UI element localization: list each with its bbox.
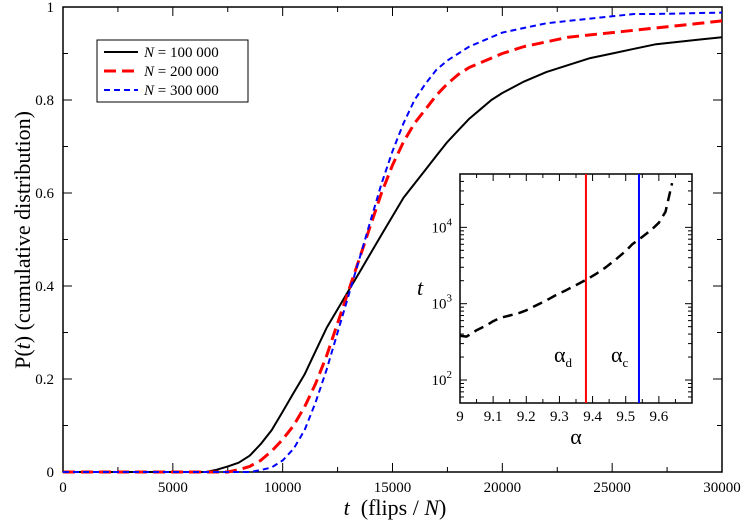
inset-series-group	[459, 182, 674, 338]
main-x-tick-label: 0	[59, 480, 67, 496]
inset-y-tick-label: 102	[432, 369, 453, 389]
main-x-axis-title: t (flips / N)	[344, 495, 447, 520]
inset-x-tick-label: 9	[456, 409, 464, 425]
main-y-tick-label: 0.8	[35, 93, 54, 109]
main-series-line-0	[63, 36, 723, 473]
inset-x-tick-label: 9.5	[616, 409, 635, 425]
inset-alpha-c-label: αc	[611, 342, 629, 370]
legend-label-n100000: N = 100 000	[143, 45, 219, 61]
inset-plot-frame	[459, 173, 693, 404]
main-y-tick-label: 0.6	[35, 186, 54, 202]
main-y-tick-label: 0	[47, 465, 55, 481]
inset-x-tick-label: 9.2	[517, 409, 536, 425]
main-x-tick-label: 30000	[703, 480, 741, 496]
inset-x-axis-title: α	[570, 424, 582, 449]
main-x-tick-label: 5000	[158, 480, 188, 496]
main-series-line-1	[63, 19, 723, 474]
inset-series-line-0	[459, 182, 674, 338]
inset-x-tick-label: 9.6	[649, 409, 668, 425]
main-x-tick-label: 10000	[264, 480, 302, 496]
main-x-tick-label: 15000	[374, 480, 412, 496]
inset-x-tick-label: 9.3	[550, 409, 569, 425]
main-y-axis-title: P(t) (cumulative distribution)	[10, 111, 35, 369]
main-y-tick-label: 0.2	[35, 372, 54, 388]
main-series-line-2	[63, 11, 723, 473]
main-x-tick-label: 25000	[593, 480, 631, 496]
inset-axis-ticks: 9 9.1 9.2 9.3 9.4 9.5 9.6 102 103 104	[432, 174, 692, 425]
inset-y-tick-label: 104	[432, 216, 453, 236]
main-series-group	[63, 11, 723, 474]
main-y-tick-label: 1	[47, 0, 55, 16]
legend-label-n200000: N = 200 000	[143, 64, 219, 80]
legend-label-n300000: N = 300 000	[143, 83, 219, 99]
inset-x-tick-label: 9.1	[484, 409, 503, 425]
main-y-tick-label: 0.4	[35, 279, 54, 295]
inset-alpha-d-label: αd	[554, 342, 573, 370]
legend: N = 100 000 N = 200 000 N = 300 000	[96, 39, 249, 103]
inset-y-axis-title: t	[417, 275, 424, 300]
main-x-tick-label: 20000	[484, 480, 522, 496]
inset-y-tick-label: 103	[432, 293, 453, 313]
inset-chart: 9 9.1 9.2 9.3 9.4 9.5 9.6 102 103 104 t α αd αc	[417, 173, 693, 449]
main-axis-ticks: 0 5000 10000 15000 20000 25000 30000 0 0.2 0.4 0.6…	[35, 0, 741, 496]
inset-threshold-lines	[584, 174, 640, 403]
inset-x-tick-label: 9.4	[583, 409, 602, 425]
